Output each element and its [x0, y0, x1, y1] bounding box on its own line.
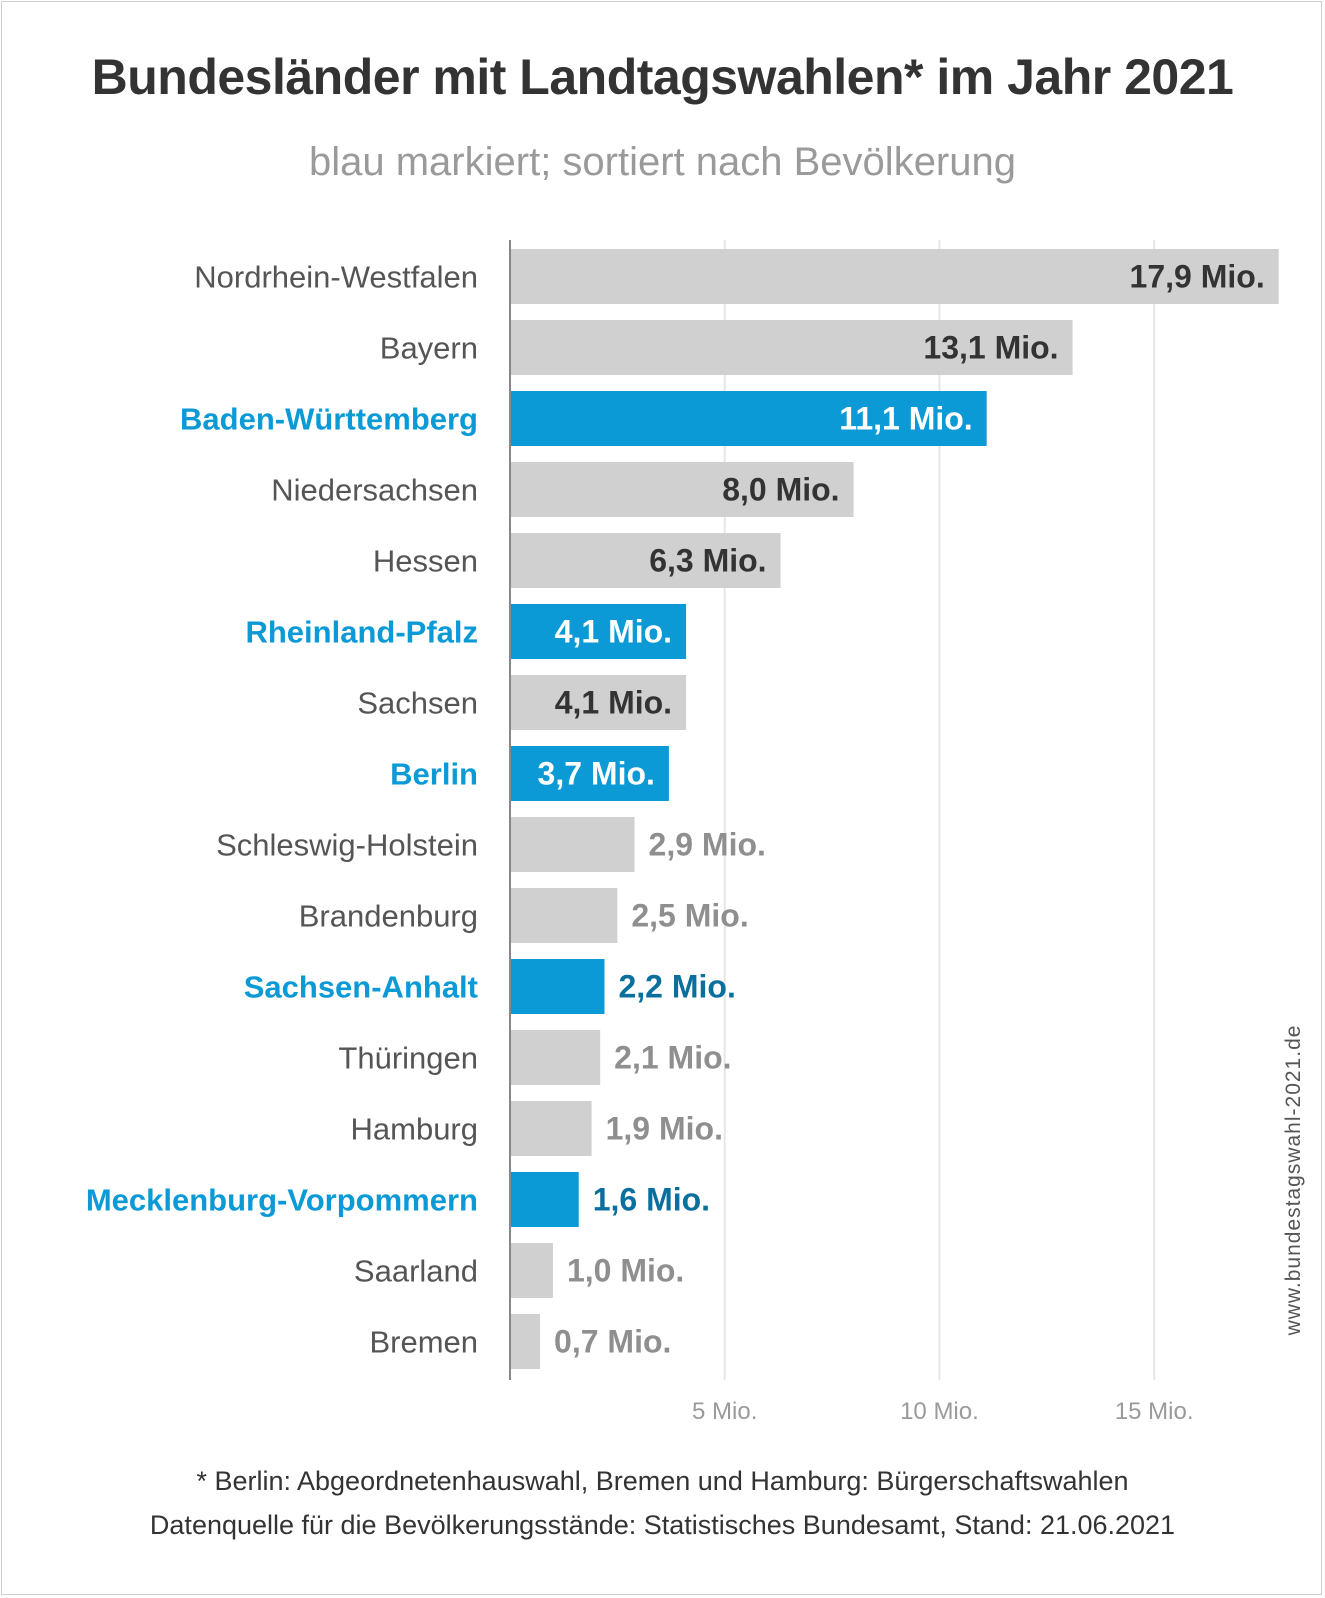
- category-label: Sachsen-Anhalt: [244, 970, 478, 1005]
- bar: [510, 1314, 541, 1369]
- bar: [510, 959, 605, 1014]
- bar: [510, 249, 1279, 304]
- category-label: Thüringen: [338, 1041, 478, 1076]
- x-tick-label: 5 Mio.: [692, 1398, 757, 1425]
- category-label: Bayern: [380, 331, 478, 366]
- x-tick-label: 10 Mio.: [900, 1398, 979, 1425]
- bar: [510, 675, 687, 730]
- value-label: 1,0 Mio.: [567, 1253, 684, 1289]
- x-tick-label: 15 Mio.: [1115, 1398, 1194, 1425]
- value-label: 8,0 Mio.: [722, 472, 839, 508]
- bar: [510, 391, 987, 446]
- value-label: 2,5 Mio.: [631, 898, 748, 934]
- value-label: 2,2 Mio.: [618, 969, 735, 1005]
- value-label: 2,9 Mio.: [649, 827, 766, 863]
- category-label: Sachsen: [357, 686, 478, 721]
- watermark: www.bundestagswahl-2021.de: [1282, 1024, 1305, 1336]
- bar: [510, 1172, 579, 1227]
- category-label: Bremen: [369, 1325, 478, 1360]
- category-label: Rheinland-Pfalz: [245, 615, 478, 650]
- value-label: 0,7 Mio.: [554, 1324, 671, 1360]
- bar: [510, 746, 669, 801]
- bar: [510, 1101, 592, 1156]
- bar: [510, 320, 1073, 375]
- category-label: Hessen: [373, 544, 478, 579]
- bar: [510, 462, 854, 517]
- category-label: Schleswig-Holstein: [216, 828, 478, 863]
- bar: [510, 817, 635, 872]
- category-label: Saarland: [354, 1254, 478, 1289]
- value-label: 4,1 Mio.: [555, 614, 672, 650]
- chart-title: Bundesländer mit Landtagswahlen* im Jahr…: [91, 49, 1234, 105]
- category-label: Mecklenburg-Vorpommern: [86, 1183, 478, 1218]
- value-label: 3,7 Mio.: [538, 756, 655, 792]
- bar-chart: 5 Mio. 10 Mio. 15 Mio. Nordrhein-Westfalen 1…: [86, 240, 1279, 1425]
- bar: [510, 533, 781, 588]
- value-label: 6,3 Mio.: [649, 543, 766, 579]
- value-label: 17,9 Mio.: [1130, 259, 1265, 295]
- source-note: Datenquelle für die Bevölkerungsstände: …: [149, 1510, 1176, 1540]
- bar: [510, 888, 618, 943]
- value-label: 11,1 Mio.: [839, 401, 972, 437]
- category-label: Nordrhein-Westfalen: [194, 260, 478, 295]
- bar: [510, 1243, 553, 1298]
- value-label: 4,1 Mio.: [555, 685, 672, 721]
- bar: [510, 604, 687, 659]
- category-label: Baden-Württemberg: [180, 402, 478, 437]
- category-label: Brandenburg: [299, 899, 478, 934]
- category-label: Hamburg: [351, 1112, 479, 1147]
- category-label: Berlin: [390, 757, 478, 792]
- bar: [510, 1030, 601, 1085]
- value-label: 13,1 Mio.: [923, 330, 1058, 366]
- value-label: 1,6 Mio.: [593, 1182, 710, 1218]
- footnote: * Berlin: Abgeordnetenhauswahl, Bremen u…: [196, 1466, 1129, 1496]
- value-label: 1,9 Mio.: [606, 1111, 723, 1147]
- value-label: 2,1 Mio.: [614, 1040, 731, 1076]
- chart-subtitle: blau markiert; sortiert nach Bevölkerung: [309, 140, 1016, 184]
- category-label: Niedersachsen: [271, 473, 478, 508]
